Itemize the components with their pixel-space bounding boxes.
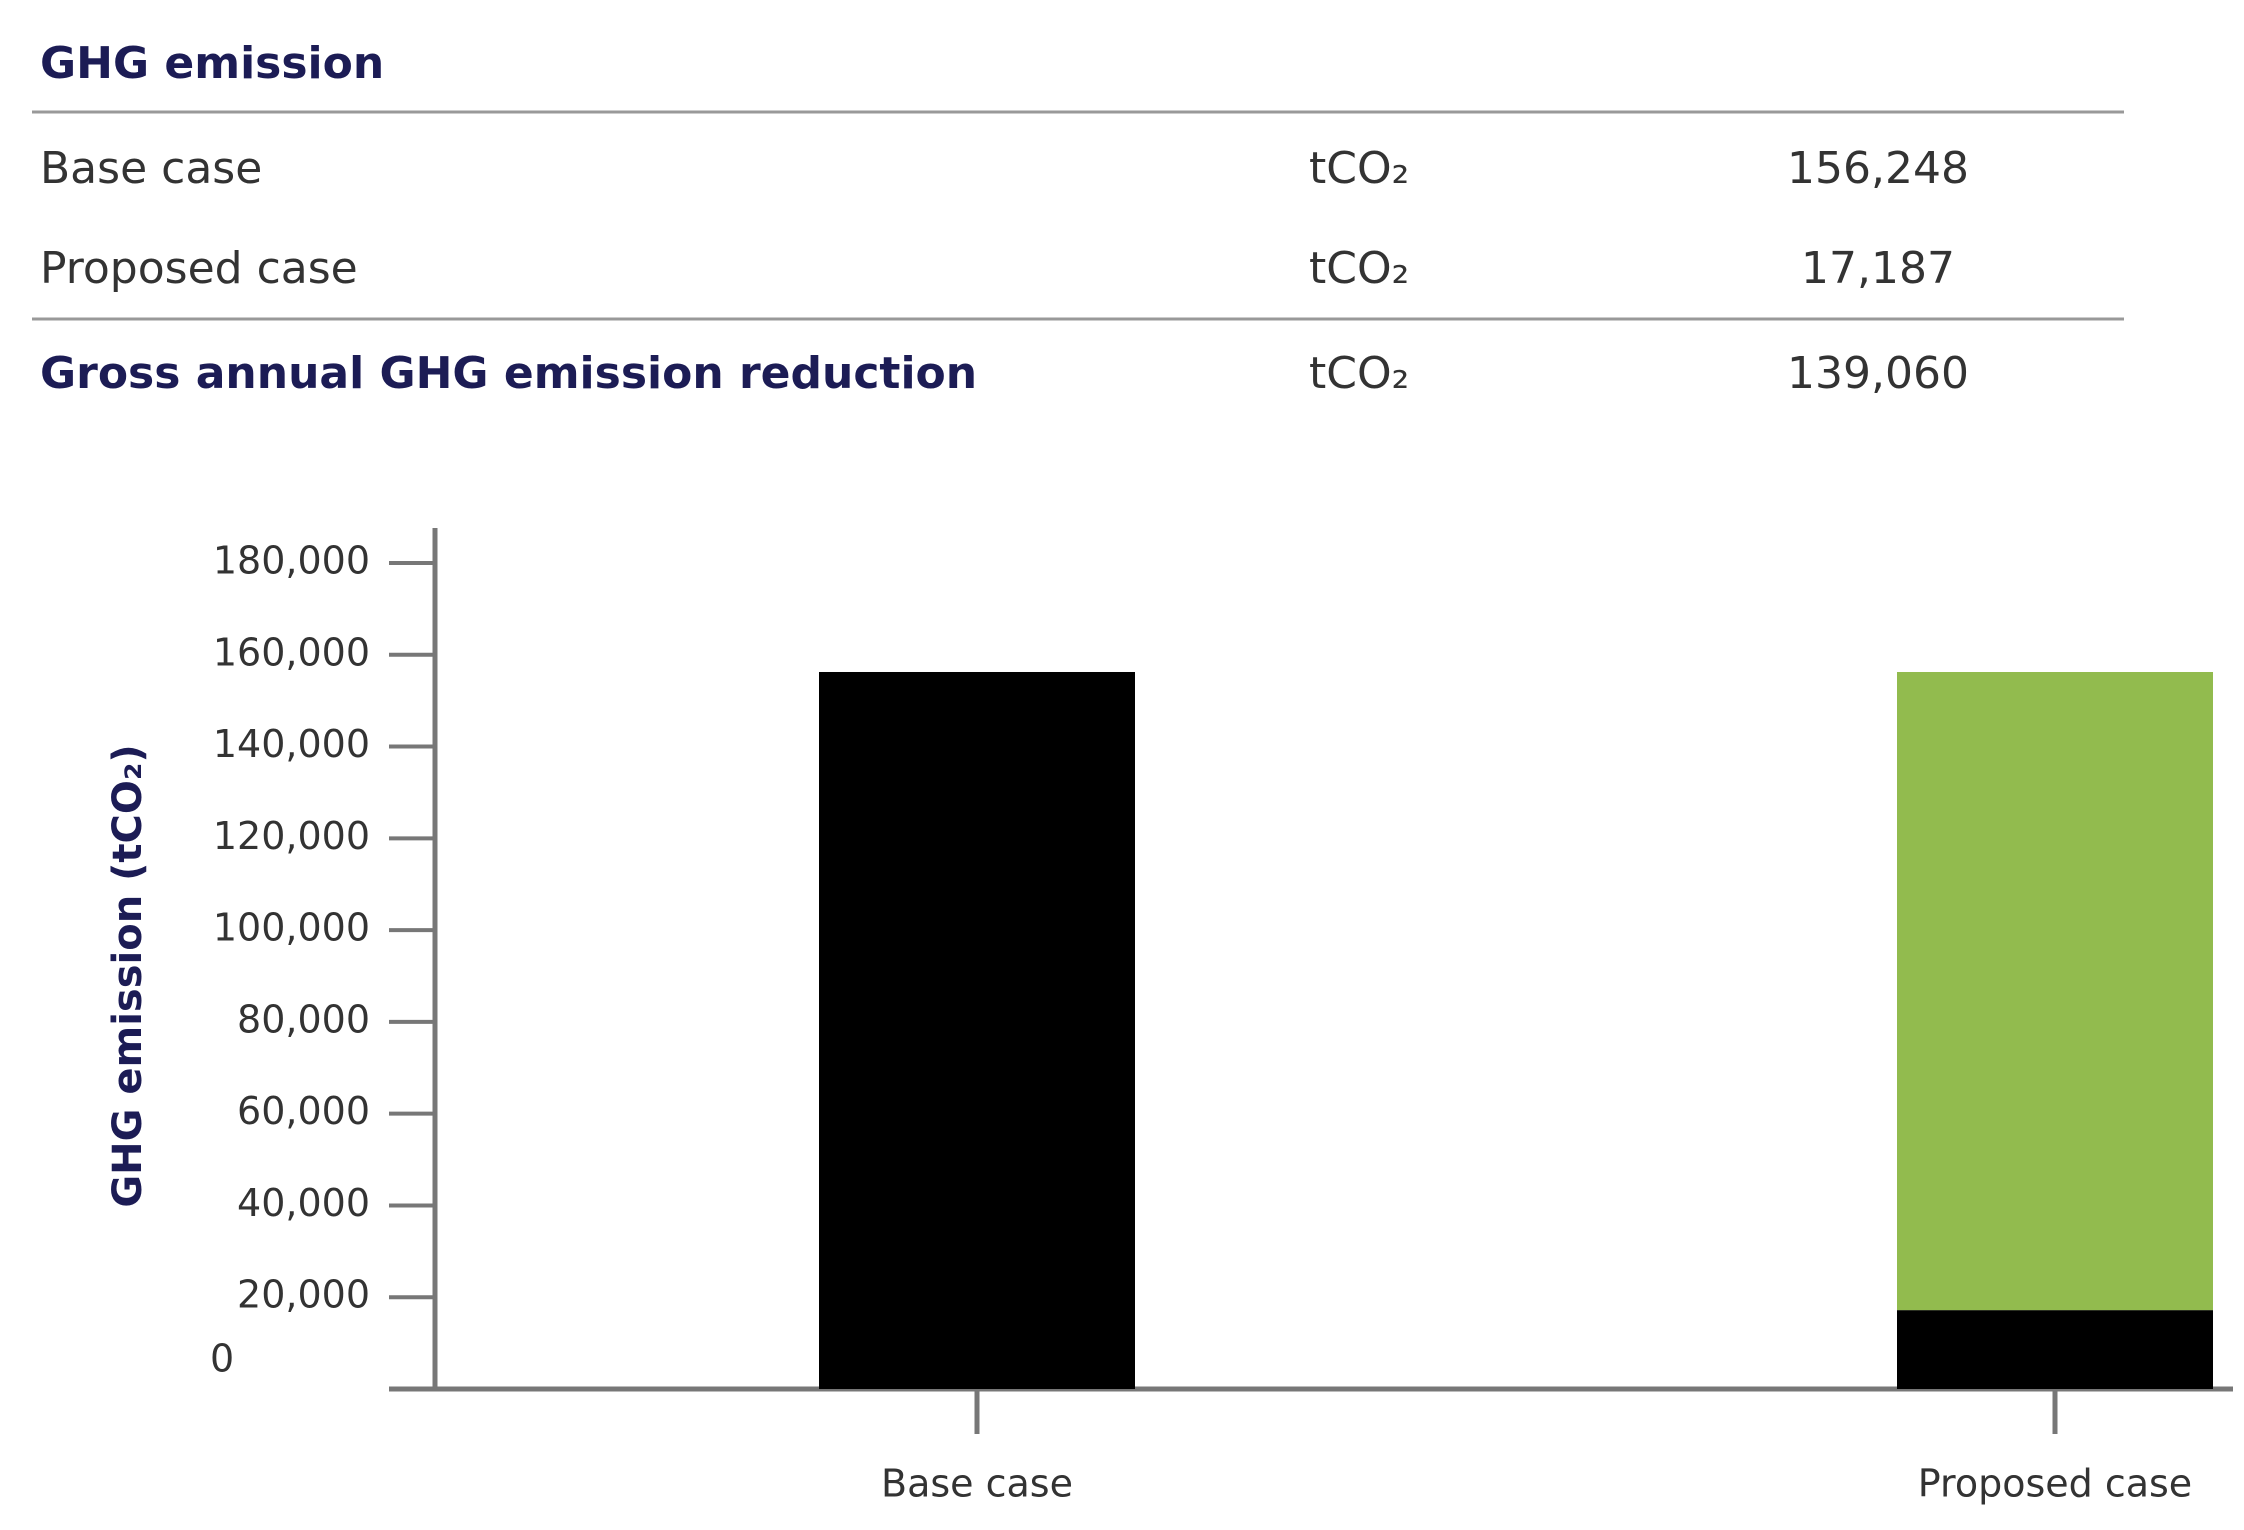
y-tick-label: 120,000 <box>213 814 370 858</box>
chart: GHG emission (tCO₂) 020,000 40,000 60,000 80… <box>105 528 2233 1506</box>
y-tick-label: 60,000 <box>237 1089 370 1133</box>
bar-segment <box>1897 1310 2213 1389</box>
row-value: 139,060 <box>1787 348 1969 399</box>
y-tick-label: 40,000 <box>237 1181 370 1225</box>
y-tick-label: 140,000 <box>213 722 370 766</box>
row-unit: tCO₂ <box>1309 143 1409 194</box>
row-value: 156,248 <box>1787 143 1969 194</box>
bar-segment <box>819 671 1135 1389</box>
row-label: Gross annual GHG emission reduction <box>40 348 977 399</box>
y-tick-label: 0 <box>210 1337 234 1381</box>
y-tick-label: 100,000 <box>213 906 370 950</box>
table-title: GHG emission <box>40 38 384 89</box>
row-value: 17,187 <box>1801 243 1955 294</box>
y-tick-label: 160,000 <box>213 630 370 674</box>
row-unit: tCO₂ <box>1309 348 1409 399</box>
y-axis-label: GHG emission (tCO₂) <box>105 744 151 1207</box>
row-label: Base case <box>40 143 262 194</box>
x-tick-label: Proposed case <box>1918 1462 2192 1506</box>
bar-segment <box>1897 671 2213 1311</box>
row-label: Proposed case <box>40 243 358 294</box>
y-tick-label: 80,000 <box>237 997 370 1041</box>
y-tick-label: 180,000 <box>213 539 370 583</box>
x-tick-label: Base case <box>881 1462 1073 1506</box>
y-tick-label: 20,000 <box>237 1273 370 1317</box>
row-unit: tCO₂ <box>1309 243 1409 294</box>
